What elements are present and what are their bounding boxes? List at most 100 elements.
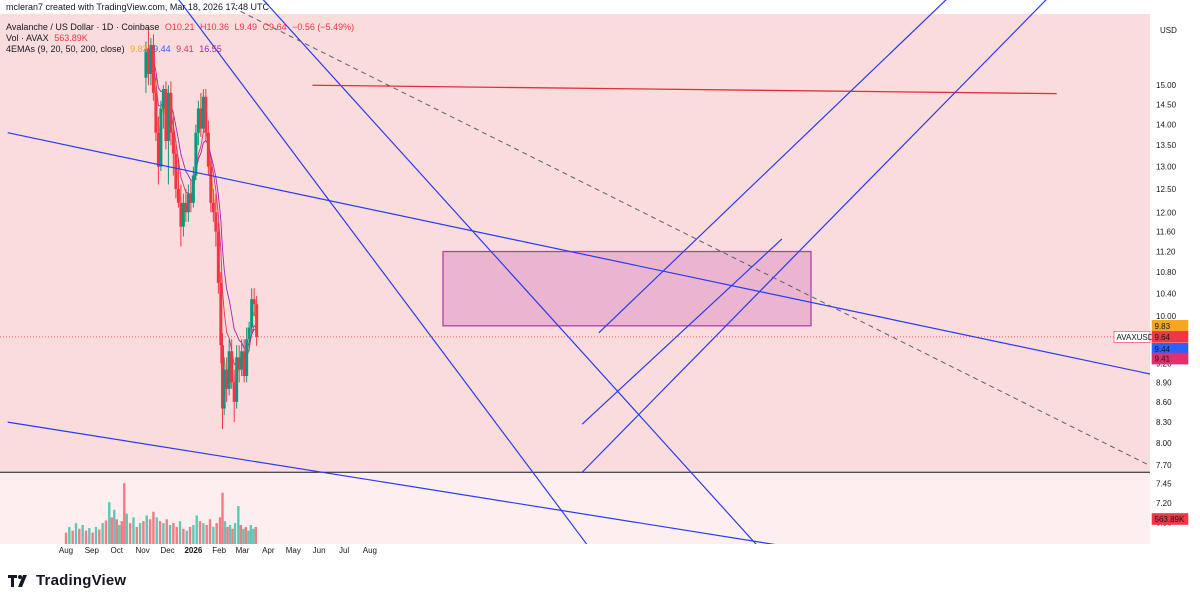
- price-label-text: 9.44: [1155, 345, 1171, 354]
- candle: [144, 41, 148, 93]
- price-tick: 12.00: [1156, 208, 1177, 217]
- candle-body: [216, 231, 220, 283]
- candle-body: [230, 351, 234, 383]
- price-tick: 11.20: [1156, 248, 1176, 257]
- volume-bar: [218, 517, 222, 544]
- volume-bar: [91, 532, 94, 544]
- candle-body: [196, 108, 200, 133]
- price-label-bg: [1151, 331, 1189, 343]
- time-axis: Aug Sep Oct Nov Dec 2026 Feb Mar Apr May Jun Jul Aug: [0, 544, 1200, 600]
- candle-body: [189, 193, 193, 203]
- candle: [196, 100, 200, 146]
- candle: [154, 77, 158, 142]
- time-tick: Aug: [59, 546, 73, 555]
- volume-bar: [226, 526, 229, 544]
- candle-body: [227, 351, 231, 389]
- volume-bar: [98, 529, 101, 544]
- steep-channel-right: [262, 0, 765, 553]
- volume-bar: [113, 509, 116, 544]
- currency-label: USD: [1160, 26, 1177, 35]
- price-label-text: 9.41: [1155, 355, 1171, 364]
- candle-body: [199, 108, 203, 129]
- candle-body: [171, 132, 175, 154]
- volume-bar: [188, 526, 192, 544]
- candle-body: [206, 132, 210, 167]
- candle-body: [201, 96, 205, 129]
- candle-body: [184, 202, 188, 213]
- volume-bar: [88, 528, 91, 544]
- volume-bar: [185, 530, 188, 544]
- candle: [219, 272, 223, 364]
- volume-bar: [64, 532, 68, 544]
- ema-200-value: 16.55: [199, 44, 222, 54]
- price-tick: 7.45: [1156, 480, 1172, 489]
- volume-bar: [115, 519, 118, 544]
- candle: [209, 158, 213, 213]
- volume-bar: [198, 521, 202, 544]
- volume-bar: [233, 523, 237, 544]
- candle-body: [191, 175, 195, 203]
- candle-body: [169, 92, 173, 133]
- volume-bar: [192, 525, 195, 544]
- candle: [232, 369, 236, 423]
- time-tick: Nov: [135, 546, 149, 555]
- volume-bar: [212, 526, 215, 544]
- price-tick: 13.50: [1156, 141, 1177, 150]
- candle: [176, 158, 180, 208]
- candle-body: [144, 48, 148, 78]
- volume-bar: [242, 528, 245, 544]
- candle: [221, 333, 225, 430]
- candle-body: [247, 327, 251, 340]
- tradingview-logo[interactable]: TradingView: [8, 572, 126, 589]
- volume-bar: [208, 519, 212, 544]
- price-axis-bg: [1150, 0, 1200, 600]
- price-tick: 8.00: [1156, 439, 1172, 448]
- volume-bar: [182, 528, 185, 544]
- volume-bar: [202, 523, 205, 544]
- candle: [211, 189, 215, 222]
- price-tick: 13.00: [1156, 163, 1177, 172]
- candle-body: [194, 132, 198, 176]
- candle: [252, 288, 256, 317]
- volume-bar: [101, 523, 104, 544]
- candle-body: [235, 357, 239, 402]
- ascending-channel-upper: [581, 238, 783, 425]
- candle: [159, 100, 163, 172]
- price-label-text: 563.89K: [1155, 515, 1185, 524]
- price-label-text: 9.83: [1155, 322, 1171, 331]
- candle-body: [211, 202, 215, 213]
- time-tick: Feb: [212, 546, 226, 555]
- resistance-line: [312, 84, 1057, 95]
- candle-body: [164, 89, 168, 142]
- volume-bar: [108, 502, 111, 544]
- tradingview-logo-text: TradingView: [36, 572, 127, 589]
- price-tick: 12.50: [1156, 185, 1177, 194]
- candle-body: [176, 189, 180, 203]
- candle: [199, 92, 203, 137]
- candle: [237, 345, 241, 383]
- price-label: 9.83: [1151, 320, 1189, 332]
- candle: [204, 89, 208, 142]
- volume-bar: [228, 525, 232, 544]
- price-label-text: AVAXUSD: [1117, 333, 1154, 342]
- candle: [216, 221, 220, 294]
- volume-bar: [155, 517, 158, 544]
- time-tick: Oct: [111, 546, 124, 555]
- candle: [230, 339, 234, 389]
- price-tick: 11.60: [1156, 228, 1176, 237]
- candle: [171, 116, 175, 176]
- volume-bar: [172, 523, 175, 544]
- volume-bar: [78, 528, 81, 544]
- ohlc-change: −0.56 (−5.49%): [292, 22, 355, 32]
- symbol-title: Avalanche / US Dollar · 1D · Coinbase: [6, 22, 160, 32]
- ohlc-low: L9.49: [234, 22, 258, 32]
- ema-50-value: 9.41: [176, 44, 194, 54]
- candle-body: [250, 299, 254, 328]
- candle: [164, 81, 168, 150]
- volume-bar: [254, 526, 258, 544]
- time-tick: Aug: [363, 546, 377, 555]
- volume-bar: [84, 530, 88, 544]
- candle: [186, 184, 190, 222]
- candle: [225, 357, 229, 402]
